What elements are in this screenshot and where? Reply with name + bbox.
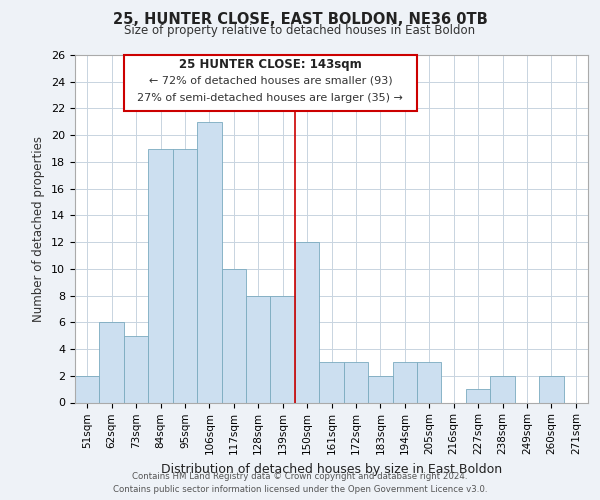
Text: 25 HUNTER CLOSE: 143sqm: 25 HUNTER CLOSE: 143sqm — [179, 58, 362, 71]
Text: Size of property relative to detached houses in East Boldon: Size of property relative to detached ho… — [124, 24, 476, 37]
X-axis label: Distribution of detached houses by size in East Boldon: Distribution of detached houses by size … — [161, 462, 502, 475]
Bar — [148, 148, 173, 402]
Bar — [319, 362, 344, 403]
Bar — [221, 269, 246, 402]
Bar — [392, 362, 417, 403]
FancyBboxPatch shape — [124, 55, 417, 111]
Bar — [100, 322, 124, 402]
Y-axis label: Number of detached properties: Number of detached properties — [32, 136, 46, 322]
Bar — [246, 296, 271, 403]
Bar — [295, 242, 319, 402]
Bar — [490, 376, 515, 402]
Text: ← 72% of detached houses are smaller (93): ← 72% of detached houses are smaller (93… — [149, 76, 392, 86]
Text: 27% of semi-detached houses are larger (35) →: 27% of semi-detached houses are larger (… — [137, 94, 403, 104]
Bar — [124, 336, 148, 402]
Text: Contains HM Land Registry data © Crown copyright and database right 2024.
Contai: Contains HM Land Registry data © Crown c… — [113, 472, 487, 494]
Bar — [417, 362, 442, 403]
Bar — [344, 362, 368, 403]
Bar — [271, 296, 295, 403]
Bar — [173, 148, 197, 402]
Bar — [197, 122, 221, 402]
Bar — [368, 376, 392, 402]
Bar — [539, 376, 563, 402]
Bar — [75, 376, 100, 402]
Bar — [466, 389, 490, 402]
Text: 25, HUNTER CLOSE, EAST BOLDON, NE36 0TB: 25, HUNTER CLOSE, EAST BOLDON, NE36 0TB — [113, 12, 487, 28]
